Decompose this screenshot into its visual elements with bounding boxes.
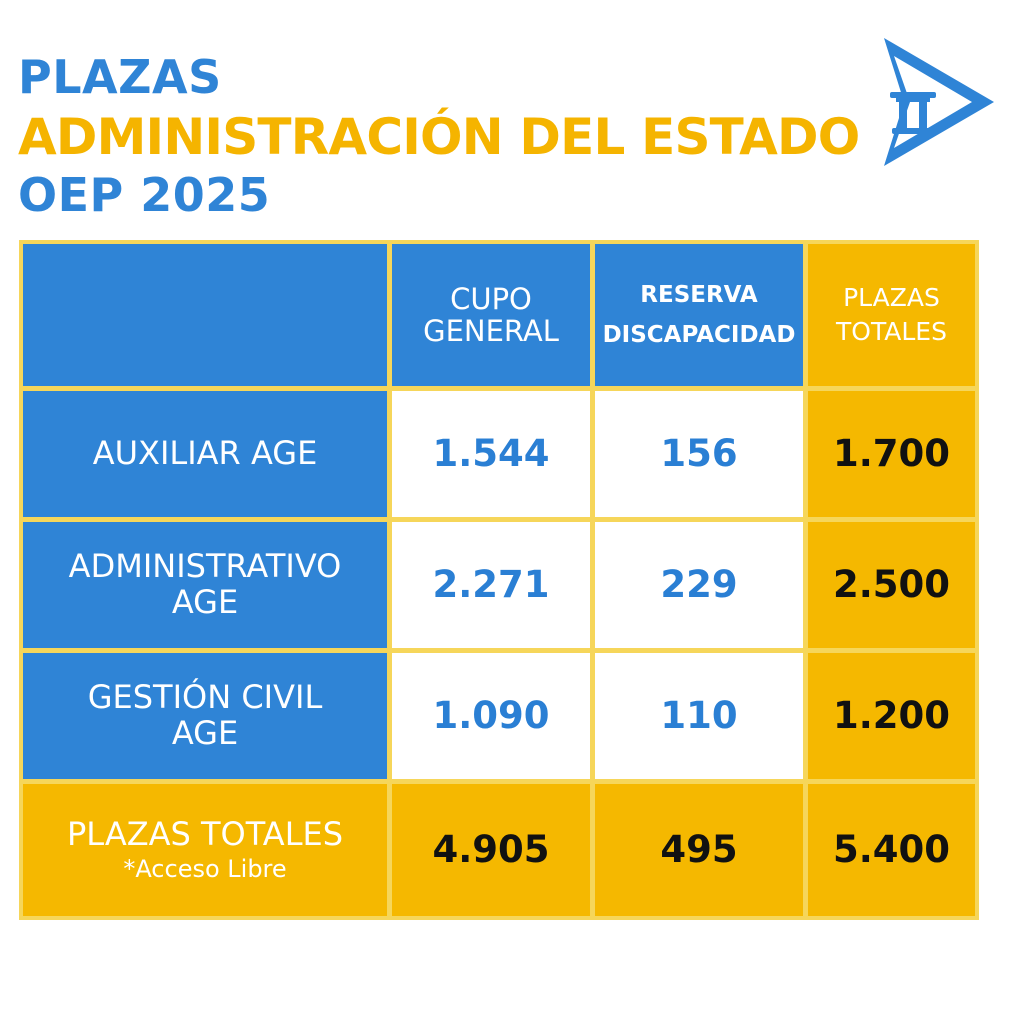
table-cell-auxiliar-total: 1.700 bbox=[808, 391, 975, 517]
totals-note: *Acceso Libre bbox=[123, 855, 287, 884]
plazas-table: CUPO GENERAL RESERVA DISCAPACIDAD PLAZAS… bbox=[19, 240, 979, 920]
arrow-with-pillar-icon bbox=[884, 38, 994, 166]
header-empty-cell bbox=[23, 244, 387, 386]
title-administracion: ADMINISTRACIÓN DEL ESTADO bbox=[18, 108, 860, 166]
table-cell-total-total: 5.400 bbox=[808, 784, 975, 916]
table-cell-total-general: 4.905 bbox=[392, 784, 590, 916]
pillar-icon bbox=[890, 92, 936, 134]
row-label-auxiliar: AUXILIAR AGE bbox=[23, 391, 387, 517]
column-header-reserva-discapacidad: RESERVA DISCAPACIDAD bbox=[595, 244, 803, 386]
table-cell-administrativo-reserva: 229 bbox=[595, 522, 803, 648]
table-cell-administrativo-general: 2.271 bbox=[392, 522, 590, 648]
table-cell-gestion-civil-reserva: 110 bbox=[595, 653, 803, 779]
table-cell-administrativo-total: 2.500 bbox=[808, 522, 975, 648]
table-cell-gestion-civil-general: 1.090 bbox=[392, 653, 590, 779]
table-cell-auxiliar-reserva: 156 bbox=[595, 391, 803, 517]
table-cell-gestion-civil-total: 1.200 bbox=[808, 653, 975, 779]
column-header-plazas-totales: PLAZAS TOTALES bbox=[808, 244, 975, 386]
row-label-plazas-totales: PLAZAS TOTALES *Acceso Libre bbox=[23, 784, 387, 916]
totals-label: PLAZAS TOTALES bbox=[66, 814, 344, 853]
row-label-gestion-civil: GESTIÓN CIVIL AGE bbox=[23, 653, 387, 779]
title-oep-year: OEP 2025 bbox=[18, 168, 271, 222]
table-cell-auxiliar-general: 1.544 bbox=[392, 391, 590, 517]
table-cell-total-reserva: 495 bbox=[595, 784, 803, 916]
column-header-cupo-general: CUPO GENERAL bbox=[392, 244, 590, 386]
row-label-administrativo: ADMINISTRATIVO AGE bbox=[23, 522, 387, 648]
title-plazas: PLAZAS bbox=[18, 50, 222, 104]
